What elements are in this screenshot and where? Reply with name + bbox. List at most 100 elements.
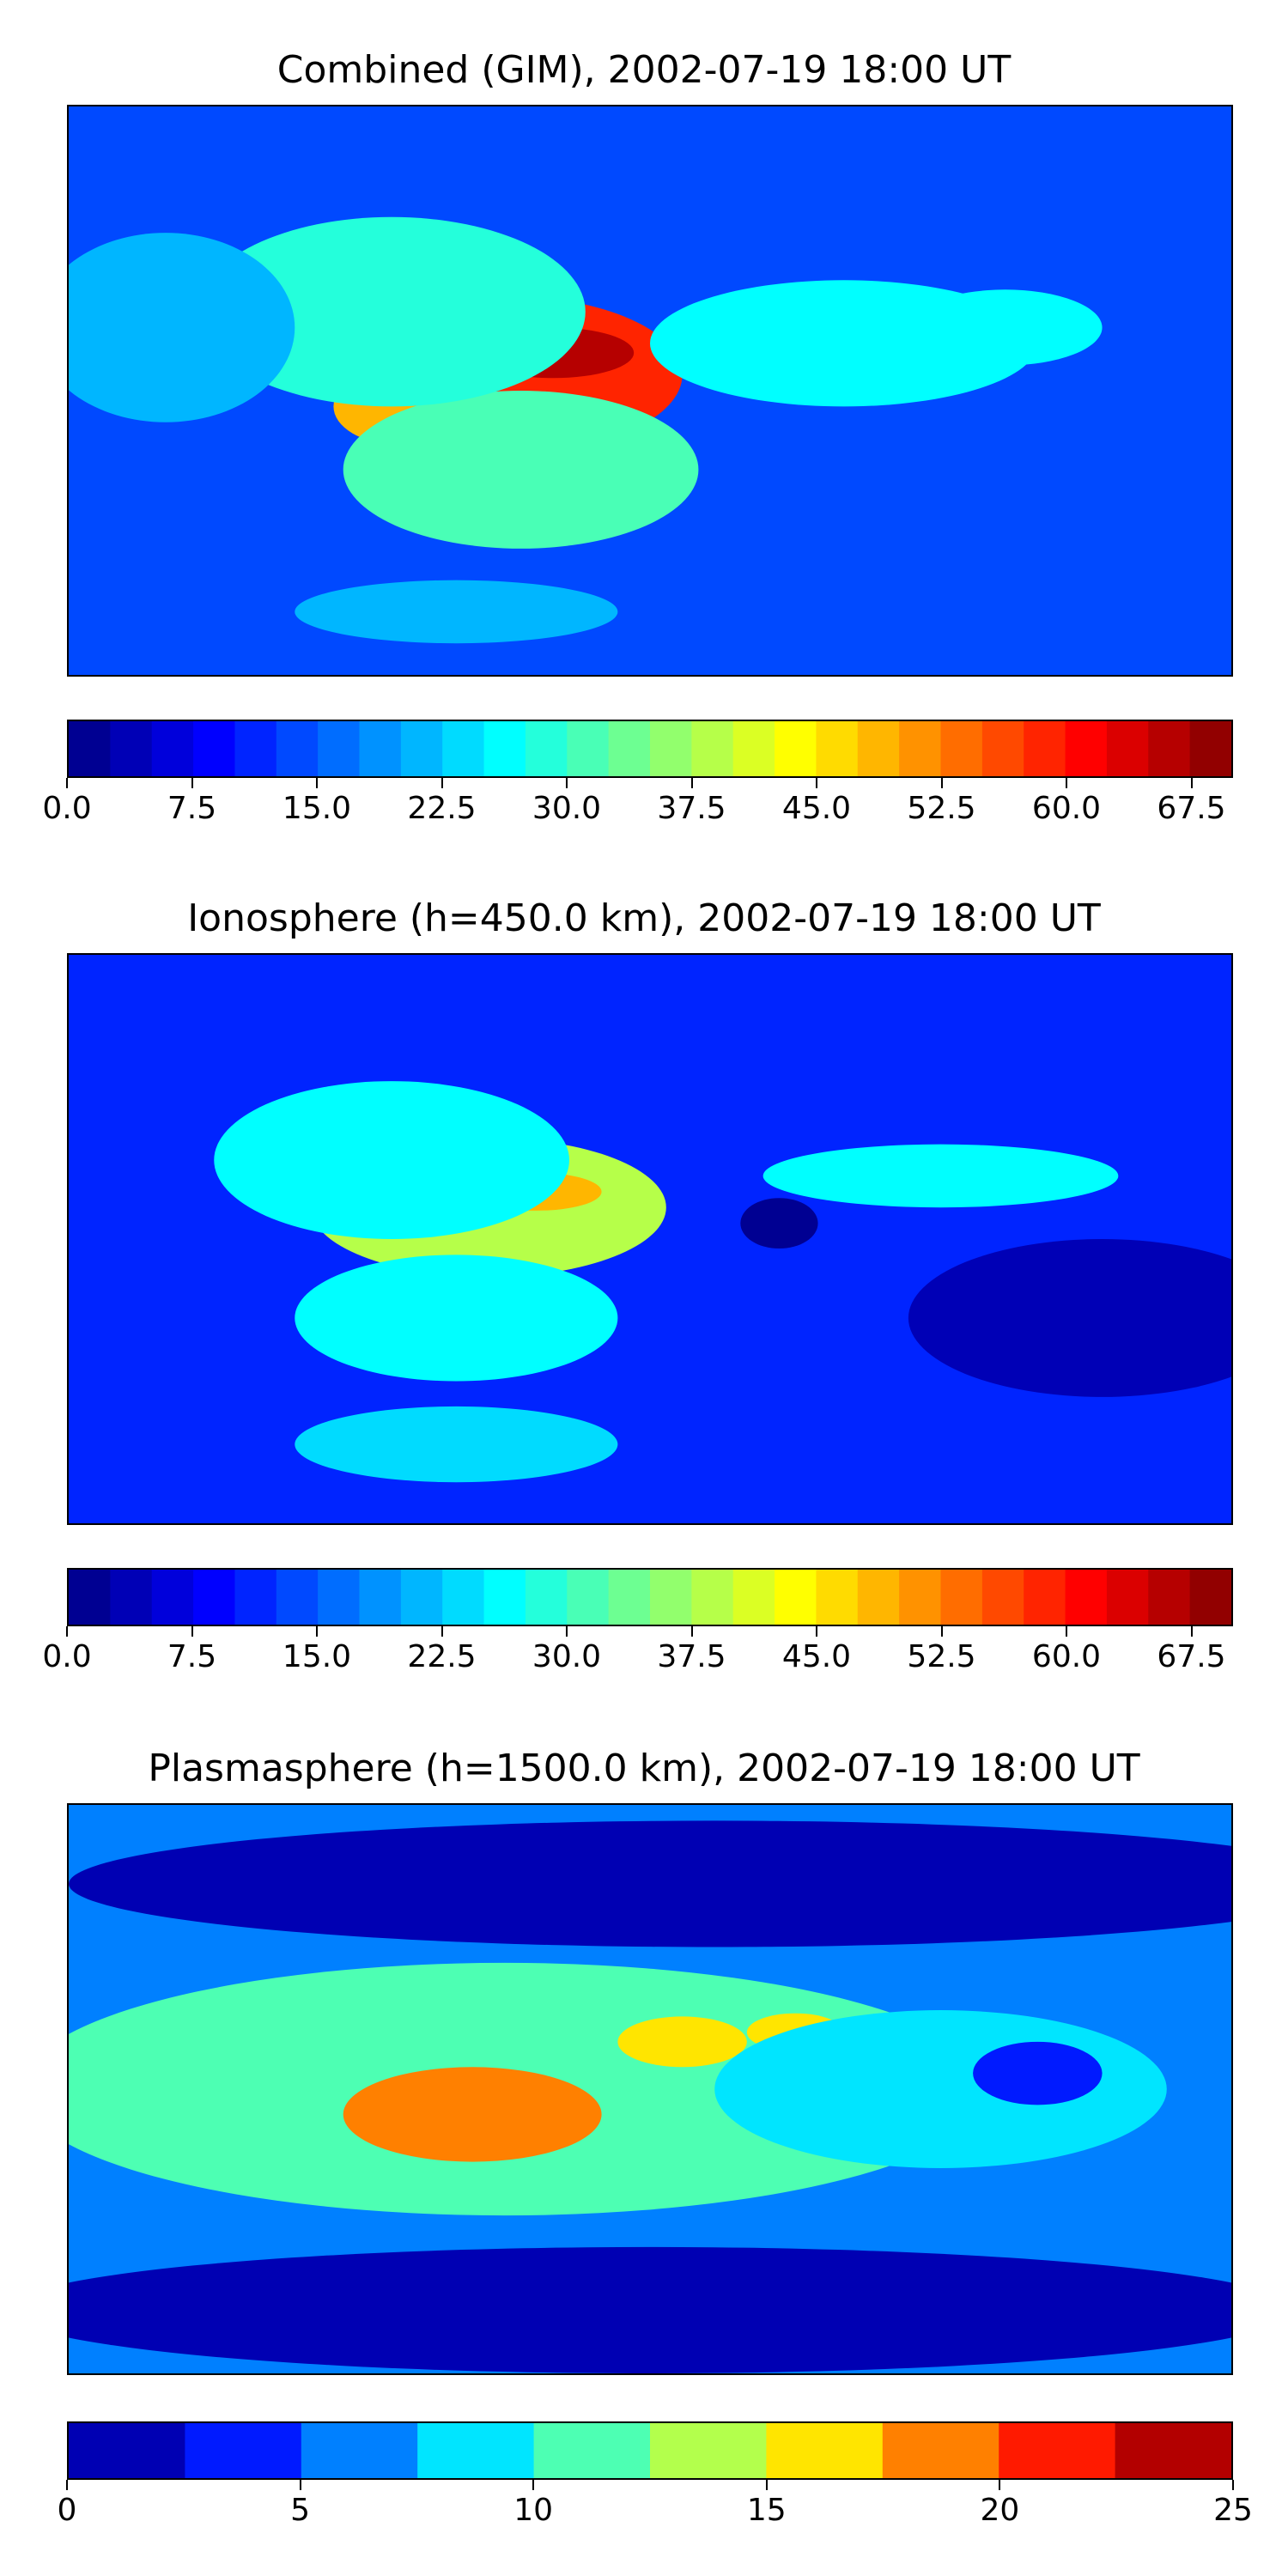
colorbar-tick-mark (316, 778, 318, 788)
heatmap-region-4 (343, 391, 699, 549)
colorbar-swatch (442, 721, 485, 776)
colorbar-swatch (400, 721, 443, 776)
colorbar-1 (67, 720, 1233, 778)
colorbar-tick-label: 67.5 (1157, 791, 1226, 826)
heatmap-region-3 (214, 1081, 569, 1239)
colorbar-ticks-2: 0.0 7.5 15.0 22.5 30.0 37.5 45.0 52.5 60.0 67.5 (42, 1626, 1233, 1678)
colorbar-swatch (882, 2423, 999, 2478)
colorbar-tick-label: 30.0 (532, 1639, 602, 1674)
colorbar-tick-mark (690, 778, 693, 788)
map-panel-3 (67, 1803, 1233, 2375)
colorbar-swatch (940, 1570, 983, 1625)
colorbar-tick-mark (566, 778, 568, 788)
chart-title-1: Combined (GIM), 2002-07-19 18:00 UT (276, 48, 1012, 92)
colorbar-swatch (525, 1570, 568, 1625)
colorbar-tick-mark (532, 2480, 535, 2490)
colorbar-tick-mark (940, 778, 943, 788)
colorbar-tick-label: 37.5 (657, 1639, 726, 1674)
heatmap-region-2 (343, 2067, 602, 2162)
colorbar-tick-label: 22.5 (407, 791, 477, 826)
heatmap-region-3 (617, 2016, 747, 2068)
colorbar-tick-label: 45.0 (781, 791, 852, 826)
colorbar-swatch (857, 721, 900, 776)
colorbar-tick-label: 20 (980, 2493, 1020, 2528)
map-panel-2 (67, 953, 1233, 1525)
colorbar-tick-label: 10 (513, 2493, 554, 2528)
colorbar-swatch (1024, 1570, 1066, 1625)
colorbar-swatch (899, 1570, 942, 1625)
colorbar-tick-label: 30.0 (532, 791, 602, 826)
colorbar-swatch (1024, 721, 1066, 776)
colorbar-tick-mark (940, 1626, 943, 1637)
colorbar-swatch (234, 721, 277, 776)
colorbar-tick-mark (191, 1626, 193, 1637)
chart-title-2: Ionosphere (h=450.0 km), 2002-07-19 18:0… (187, 896, 1101, 940)
colorbar-tick-label: 60.0 (1031, 791, 1102, 826)
colorbar-swatch (691, 1570, 734, 1625)
colorbar-ticks-3: 0 5 10 15 20 25 (58, 2480, 1253, 2531)
colorbar-tick-label: 60.0 (1031, 1639, 1102, 1674)
colorbar-tick-mark (1232, 2480, 1234, 2490)
colorbar-swatch (999, 2423, 1116, 2478)
colorbar-tick-label: 7.5 (167, 1639, 217, 1674)
heatmap-region-5 (197, 216, 586, 407)
colorbar-swatch (775, 721, 817, 776)
colorbar-swatch (276, 721, 319, 776)
colorbar-swatch (1065, 721, 1108, 776)
colorbar-tick-mark (1066, 1626, 1067, 1637)
colorbar-tick-mark (1190, 778, 1193, 788)
colorbar-tick-mark (816, 778, 817, 788)
colorbar-tick-mark (66, 778, 68, 788)
colorbar-swatch (899, 721, 942, 776)
colorbar-swatch (442, 1570, 485, 1625)
colorbar-swatch (359, 721, 402, 776)
colorbar-tick-label: 15.0 (282, 791, 352, 826)
colorbar-tick-mark (66, 2480, 68, 2490)
heatmap-region-7 (740, 1198, 818, 1249)
heatmap-region-8 (973, 2041, 1103, 2105)
colorbar-tick-mark (765, 2480, 768, 2490)
colorbar-swatch (981, 1570, 1024, 1625)
colorbar-2 (67, 1568, 1233, 1626)
heatmap-region-7 (908, 289, 1103, 366)
colorbar-tick-label: 0 (57, 2493, 77, 2528)
colorbar-swatch (1106, 1570, 1149, 1625)
colorbar-swatch (359, 1570, 402, 1625)
colorbar-swatch (533, 2423, 651, 2478)
colorbar-3 (67, 2421, 1233, 2480)
heatmap-ionosphere (69, 955, 1231, 1523)
heatmap-region-4 (295, 1255, 618, 1382)
colorbar-swatch (483, 721, 526, 776)
colorbar-tick-mark (690, 1626, 693, 1637)
colorbar-tick-mark (566, 1626, 568, 1637)
colorbar-swatch (650, 2423, 768, 2478)
colorbar-swatch (567, 1570, 610, 1625)
colorbar-swatch (276, 1570, 319, 1625)
colorbar-tick-mark (66, 1626, 68, 1637)
colorbar-swatch (775, 1570, 817, 1625)
colorbar-tick-mark (999, 2480, 1001, 2490)
colorbar-swatch (151, 721, 194, 776)
heatmap-background (69, 955, 1231, 1523)
colorbar-tick-label: 45.0 (781, 1639, 852, 1674)
colorbar-tick-mark (440, 778, 443, 788)
colorbar-tick-label: 37.5 (657, 791, 726, 826)
colorbar-swatch (318, 1570, 361, 1625)
colorbar-tick-mark (316, 1626, 318, 1637)
colorbar-tick-mark (816, 1626, 817, 1637)
heatmap-plasmasphere (69, 1805, 1231, 2373)
colorbar-swatch (816, 1570, 859, 1625)
colorbar-swatch (766, 2423, 884, 2478)
colorbar-swatch (732, 1570, 775, 1625)
colorbar-swatch (1148, 721, 1191, 776)
colorbar-swatch (650, 721, 693, 776)
heatmap-region-8 (908, 1239, 1231, 1397)
colorbar-swatch (301, 2423, 418, 2478)
colorbar-swatch (981, 721, 1024, 776)
colorbar-swatch (732, 721, 775, 776)
heatmap-region-5 (295, 1406, 618, 1483)
colorbar-swatch (691, 721, 734, 776)
heatmap-region-8 (69, 233, 295, 422)
colorbar-tick-label: 15.0 (282, 1639, 352, 1674)
colorbar-ionosphere (69, 1570, 1231, 1625)
